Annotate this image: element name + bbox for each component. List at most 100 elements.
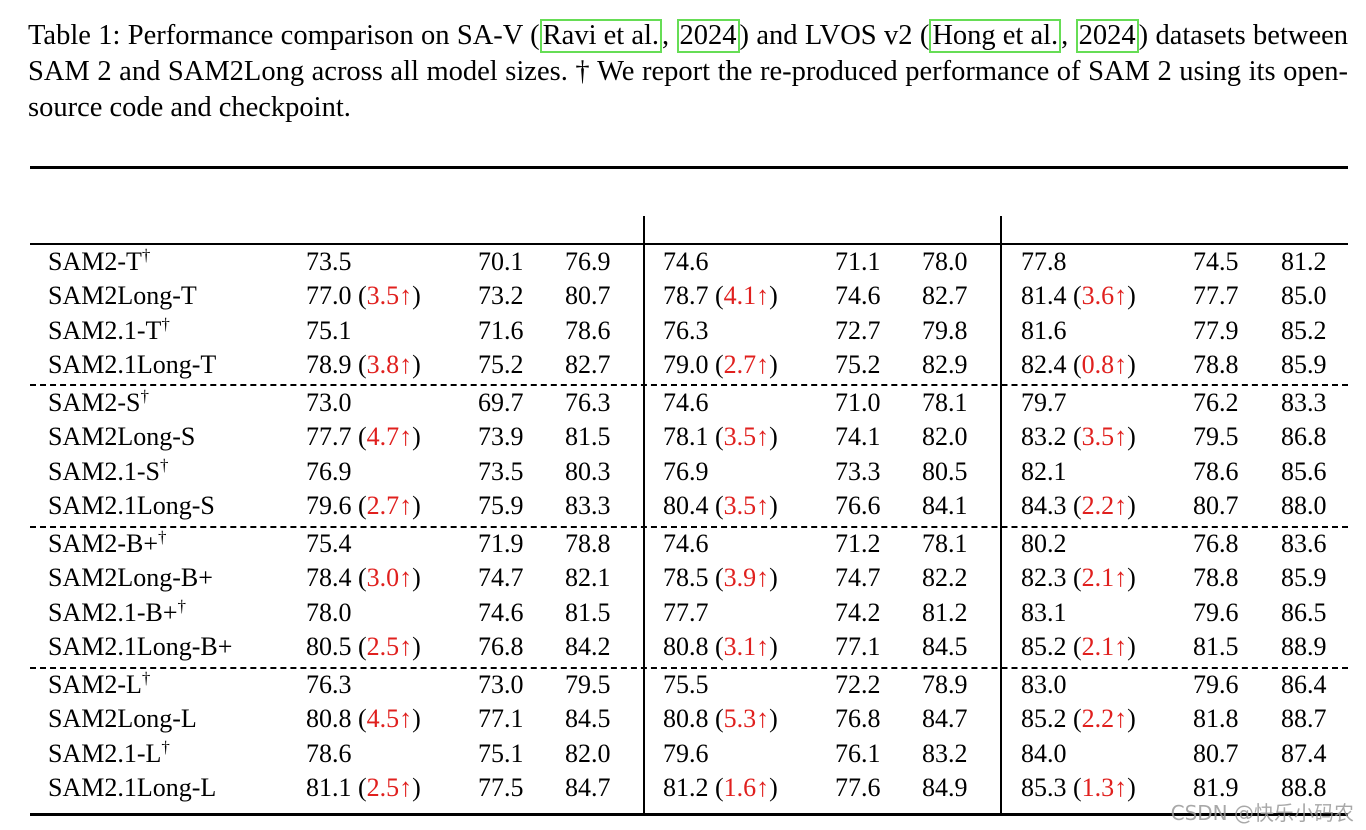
cell-value: 79.8 (922, 316, 968, 345)
cell-value: 88.7 (1281, 704, 1327, 733)
cell-value: 80.8 (663, 632, 709, 661)
table-cell: 81.9 (1193, 773, 1239, 803)
table-cell: 84.7 (922, 704, 968, 734)
table-cell: 85.2 (2.1↑) (1021, 632, 1136, 661)
cell-value: 79.7 (1021, 388, 1067, 417)
table-cell: 84.2 (565, 632, 611, 662)
citation-link-hong[interactable]: Hong et al. (929, 19, 1062, 53)
table-cell: 83.2 (3.5↑) (1021, 422, 1136, 451)
table-cell: 74.2 (835, 598, 881, 628)
table-cell: 70.1 (478, 247, 524, 277)
table-cell: 75.2 (835, 350, 881, 380)
table-cell: 72.7 (835, 316, 881, 346)
citation-link-ravi-year[interactable]: 2024 (676, 19, 740, 53)
cell-value: 79.5 (565, 670, 611, 699)
table-cell: 82.1 (1021, 457, 1067, 487)
improvement-delta: 3.9↑ (723, 563, 770, 592)
improvement-delta: 3.5↑ (1081, 422, 1128, 451)
cell-value: 81.9 (1193, 773, 1239, 802)
cell-value: 72.2 (835, 670, 881, 699)
cell-value: 77.1 (478, 704, 524, 733)
table-cell: 73.2 (478, 281, 524, 311)
cell-value: 81.4 (1021, 281, 1067, 310)
cell-value: 84.1 (922, 491, 968, 520)
table-cell: 81.5 (565, 422, 611, 452)
table-cell: 88.7 (1281, 704, 1327, 734)
cell-value: 81.2 (922, 598, 968, 627)
method-name: SAM2.1-L† (48, 737, 170, 769)
table-cell: 82.7 (922, 281, 968, 311)
table-cell: 84.1 (922, 491, 968, 521)
cell-value: 78.6 (1193, 457, 1239, 486)
cell-value: 78.8 (565, 529, 611, 558)
cell-value: 81.5 (565, 422, 611, 451)
improvement-delta: 2.1↑ (1081, 563, 1128, 592)
cell-value: 78.4 (306, 563, 352, 592)
cell-value: 75.2 (835, 350, 881, 379)
bottom-rule (30, 813, 1348, 816)
citation-link-ravi[interactable]: Ravi et al. (539, 19, 663, 53)
method-name: SAM2.1-S† (48, 456, 168, 487)
table-cell: 75.4 (306, 529, 352, 559)
table-cell: 77.0 (3.5↑) (306, 281, 421, 310)
improvement-delta: 2.5↑ (366, 773, 413, 802)
dagger-mark: † (161, 737, 170, 757)
cell-value: 79.5 (1193, 422, 1239, 451)
table-cell: 79.8 (922, 316, 968, 346)
table-cell: 84.3 (2.2↑) (1021, 491, 1136, 520)
cell-value: 78.8 (1193, 563, 1239, 592)
caption-part2: ) and LVOS v2 ( (739, 20, 930, 51)
table-cell: 80.5 (922, 457, 968, 487)
caption-sep1: , (662, 20, 677, 51)
method-label: SAM2Long-T (48, 281, 197, 310)
method-name: SAM2Long-T (48, 281, 197, 311)
cell-value: 85.2 (1021, 632, 1067, 661)
method-name: SAM2.1-B+† (48, 597, 186, 628)
cell-value: 74.5 (1193, 247, 1239, 276)
cell-value: 76.2 (1193, 388, 1239, 417)
method-label: SAM2.1-T (48, 316, 162, 345)
table-cell: 82.0 (922, 422, 968, 452)
cell-value: 72.7 (835, 316, 881, 345)
cell-value: 81.5 (1193, 632, 1239, 661)
cell-value: 83.2 (922, 739, 968, 768)
cell-value: 85.2 (1021, 704, 1067, 733)
table-cell: 79.0 (2.7↑) (663, 350, 778, 379)
table-cell: 84.9 (922, 773, 968, 803)
table-cell: 78.1 (922, 388, 968, 418)
table-cell: 76.3 (306, 670, 352, 700)
table-cell: 73.9 (478, 422, 524, 452)
table-cell: 79.7 (1021, 388, 1067, 418)
table-cell: 86.4 (1281, 670, 1327, 700)
method-name: SAM2Long-S (48, 422, 195, 452)
method-label: SAM2.1Long-T (48, 350, 217, 379)
cell-value: 80.7 (1193, 739, 1239, 768)
table-cell: 77.7 (1193, 281, 1239, 311)
citation-link-hong-year[interactable]: 2024 (1075, 19, 1139, 53)
cell-value: 74.2 (835, 598, 881, 627)
table-cell: 71.1 (835, 247, 881, 277)
table-cell: 76.8 (1193, 529, 1239, 559)
table-cell: 76.9 (663, 457, 709, 487)
cell-value: 73.5 (478, 457, 524, 486)
table-cell: 77.1 (835, 632, 881, 662)
cell-value: 77.6 (835, 773, 881, 802)
header-rule (30, 243, 1348, 245)
improvement-delta: 2.1↑ (1081, 632, 1128, 661)
cell-value: 73.5 (306, 247, 352, 276)
table-cell: 81.2 (922, 598, 968, 628)
cell-value: 82.3 (1021, 563, 1067, 592)
cell-value: 84.5 (565, 704, 611, 733)
table-cell: 83.3 (565, 491, 611, 521)
cell-value: 80.2 (1021, 529, 1067, 558)
cell-value: 88.8 (1281, 773, 1327, 802)
cell-value: 78.8 (1193, 350, 1239, 379)
cell-value: 79.6 (1193, 598, 1239, 627)
table-cell: 84.5 (565, 704, 611, 734)
cell-value: 81.2 (663, 773, 709, 802)
cell-value: 74.6 (835, 281, 881, 310)
table-cell: 85.6 (1281, 457, 1327, 487)
improvement-delta: 1.6↑ (723, 773, 770, 802)
table-cell: 84.5 (922, 632, 968, 662)
caption-part3: ) datasets between SAM 2 and SAM2Long ac… (28, 20, 1349, 123)
